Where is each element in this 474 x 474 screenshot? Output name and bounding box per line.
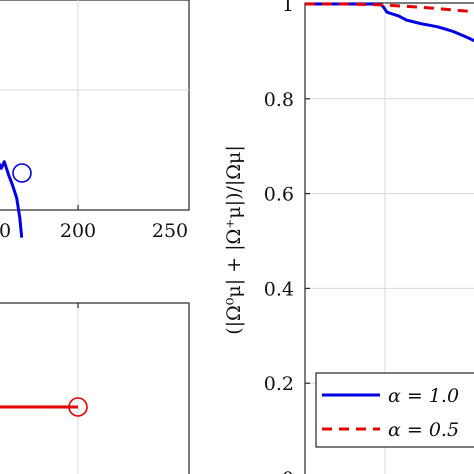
legend: α = 1.0 α = 0.5 xyxy=(315,372,474,448)
bottom-left-panel xyxy=(0,302,190,474)
right-y-ticks: 0 0.2 0.4 0.6 0.8 1 xyxy=(264,0,310,474)
legend-label-alpha-1: α = 1.0 xyxy=(388,385,459,407)
series-alpha-05-line xyxy=(305,2,474,14)
right-y-tick-label: 1 xyxy=(282,0,294,16)
top-left-panel: 0 200 250 xyxy=(0,0,190,242)
bottom-left-end-marker xyxy=(68,397,88,417)
right-y-tick-label: 0.2 xyxy=(264,373,294,395)
legend-box xyxy=(315,372,474,448)
top-left-end-marker xyxy=(12,163,32,183)
top-left-series-line xyxy=(0,160,24,238)
right-panel: 0 0.2 0.4 0.6 0.8 1 (|Ω⁰μ| + |Ω⁺μ|)/|Ωμ| α = … xyxy=(223,0,474,474)
legend-label-alpha-05: α = 0.5 xyxy=(388,419,459,441)
bottom-left-axes-box xyxy=(0,302,190,474)
right-y-tick-label: 0.4 xyxy=(264,278,294,300)
top-left-x-tick-label-200: 200 xyxy=(60,220,96,242)
right-y-tick-label: 0.6 xyxy=(264,184,294,206)
right-y-tick-label: 0.8 xyxy=(264,89,294,111)
right-y-tick-label: 0 xyxy=(282,468,294,474)
right-y-axis-label: (|Ω⁰μ| + |Ω⁺μ|)/|Ωμ| xyxy=(223,145,245,335)
top-left-x-tick-label-0: 0 xyxy=(0,220,11,242)
top-left-x-tick-label-250: 250 xyxy=(152,220,188,242)
